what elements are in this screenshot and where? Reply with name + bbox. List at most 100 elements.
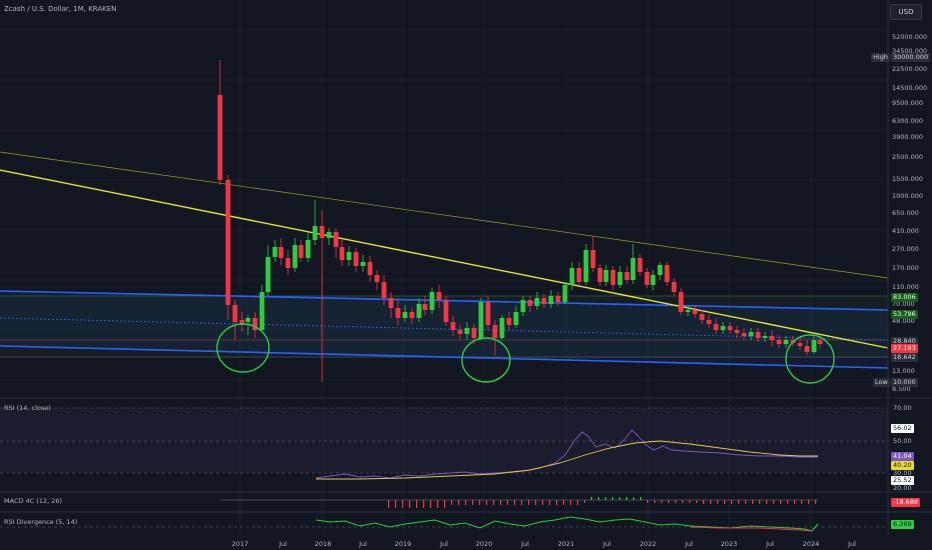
time-axis-label: 2024	[802, 540, 820, 548]
macd-bar	[808, 500, 810, 504]
candle-body	[492, 325, 498, 338]
macd-bar	[626, 497, 628, 500]
macd-bar	[801, 500, 803, 504]
macd-bar	[584, 500, 586, 503]
price-axis-tick: 22500.000	[892, 65, 928, 73]
price-axis-tick: 9500.000	[892, 99, 924, 107]
candle-body	[776, 340, 782, 344]
macd-bar	[402, 500, 404, 508]
macd-bar	[682, 500, 684, 503]
macd-bar	[717, 500, 719, 504]
candle-body	[644, 272, 650, 285]
macd-bar	[507, 500, 509, 505]
macd-bar	[549, 500, 551, 505]
macd-bar	[738, 500, 740, 504]
divergence-red-segment	[689, 526, 813, 532]
low-label: Low	[873, 378, 890, 387]
candle-body	[381, 282, 387, 298]
price-axis-tick: 410.000	[892, 227, 919, 235]
price-axis-tick: 6300.000	[892, 117, 924, 125]
candle-body	[374, 275, 380, 282]
candle-body	[769, 336, 775, 340]
macd-pane-title[interactable]: MACD 4C (12, 26)	[4, 497, 63, 505]
time-axis-label: Jul	[848, 540, 856, 548]
rsi-value-badge: 56.02	[891, 424, 914, 433]
price-axis-tick: 1500.000	[892, 175, 924, 183]
macd-bar	[479, 500, 481, 505]
time-axis-label: Jul	[359, 540, 367, 548]
channel-mid-line	[0, 317, 889, 341]
divergence-pane-title[interactable]: RSI Divergence (5, 14)	[4, 518, 78, 526]
candle-body	[339, 247, 345, 260]
macd-bar	[535, 500, 537, 505]
candle-body	[367, 262, 373, 275]
macd-bar	[430, 500, 432, 508]
time-axis-label: Jul	[685, 540, 693, 548]
candlestick-series	[217, 60, 823, 382]
macd-bar	[451, 500, 453, 505]
candle-body	[520, 300, 526, 312]
macd-bar	[486, 500, 488, 505]
symbol-title[interactable]: Zcash / U.S. Dollar, 1M, KRAKEN	[4, 5, 117, 13]
candle-body	[811, 340, 817, 352]
candle-body	[436, 292, 442, 300]
rsi-band	[0, 408, 888, 473]
candle-body	[610, 270, 616, 285]
candle-body	[548, 296, 554, 304]
time-axis-label: 2018	[314, 540, 332, 548]
price-axis-tick: 13.000	[892, 367, 915, 375]
candle-body	[252, 318, 258, 330]
price-axis-tick: 170.000	[892, 264, 919, 272]
macd-bar	[759, 500, 761, 504]
macd-bar	[773, 500, 775, 504]
candle-body	[217, 95, 223, 180]
candle-body	[692, 310, 698, 314]
macd-bar	[668, 500, 670, 503]
divergence-line	[315, 516, 819, 532]
macd-bar	[514, 500, 516, 505]
candle-body	[450, 322, 456, 330]
time-axis-label: 2020	[475, 540, 493, 548]
rsi-pane-title[interactable]: RSI (14, close)	[4, 404, 51, 412]
price-level-badge: 18.642	[891, 353, 918, 362]
macd-bar	[409, 500, 411, 508]
candle-body	[657, 265, 663, 275]
candle-body	[298, 245, 304, 258]
macd-bar	[696, 500, 698, 503]
price-axis-tick: 14500.000	[892, 84, 928, 92]
price-axis-tick: 48.000	[892, 317, 915, 325]
candle-body	[360, 262, 366, 266]
candle-body	[416, 304, 422, 318]
candle-body	[617, 272, 623, 285]
candle-body	[292, 245, 298, 268]
candle-body	[513, 312, 519, 325]
candle-body	[409, 312, 415, 318]
candle-body	[555, 296, 561, 302]
macd-bar	[780, 500, 782, 504]
candle-body	[265, 257, 271, 292]
currency-selector[interactable]: USD	[890, 4, 922, 20]
price-axis-tick: 110.000	[892, 283, 919, 291]
macd-bar	[745, 500, 747, 504]
candle-body	[664, 265, 670, 282]
channel-bottom-line	[0, 345, 889, 369]
highlight-circle-2017	[216, 323, 270, 373]
candle-body	[395, 308, 401, 318]
candle-body	[485, 302, 491, 325]
candle-body	[624, 272, 630, 280]
price-axis-tick: 650.000	[892, 209, 919, 217]
candle-body	[319, 226, 325, 238]
time-axis-label: 2023	[720, 540, 738, 548]
macd-histogram	[388, 497, 817, 508]
macd-bar	[766, 500, 768, 504]
macd-bar	[689, 500, 691, 503]
candle-body	[285, 258, 291, 268]
time-axis-label: 2017	[231, 540, 249, 548]
candle-body	[534, 298, 540, 306]
candle-body	[671, 282, 677, 292]
high-value-badge: 30000.000	[891, 53, 931, 62]
candle-body	[346, 252, 352, 260]
candle-body	[650, 275, 656, 285]
price-level-badge: 28.840	[891, 337, 918, 346]
